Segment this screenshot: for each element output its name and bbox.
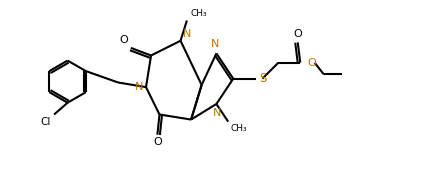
Text: N: N: [212, 39, 220, 49]
Text: N: N: [183, 29, 191, 39]
Text: N: N: [213, 108, 222, 118]
Text: CH₃: CH₃: [231, 124, 247, 133]
Text: O: O: [308, 58, 316, 68]
Text: O: O: [153, 137, 162, 147]
Text: O: O: [293, 29, 302, 39]
Text: Cl: Cl: [40, 117, 51, 127]
Text: N: N: [135, 82, 143, 92]
Text: S: S: [259, 72, 266, 85]
Text: O: O: [120, 35, 128, 45]
Text: CH₃: CH₃: [190, 9, 207, 18]
